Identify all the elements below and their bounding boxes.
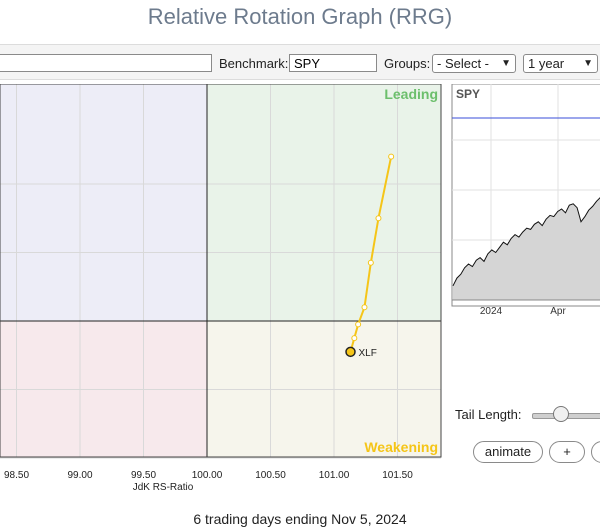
series-trail: XLF — [345, 153, 395, 359]
period-select[interactable]: 1 year ▼ — [523, 54, 598, 73]
series-point[interactable] — [375, 215, 382, 222]
rrg-chart[interactable]: Leading Weakening 98.50 99.00 99.50 100.00 1… — [0, 84, 600, 494]
symbol-input[interactable] — [0, 54, 212, 72]
series-label: XLF — [359, 348, 377, 359]
x-tick-label: 99.50 — [131, 470, 156, 481]
page-title: Relative Rotation Graph (RRG) — [147, 4, 453, 29]
chevron-down-icon: ▼ — [501, 58, 511, 69]
thumbnail-price-line — [452, 197, 600, 287]
x-tick-label: 100.50 — [255, 470, 286, 481]
series-point[interactable] — [361, 304, 368, 311]
quadrant-label-weakening: Weakening — [364, 439, 438, 455]
groups-select-value: - Select - — [437, 56, 490, 71]
thumbnail-x-label-apr: Apr — [550, 306, 566, 317]
series-point[interactable] — [367, 259, 374, 266]
tail-length-label: Tail Length: — [455, 407, 522, 422]
footer-caption: 6 trading days ending Nov 5, 2024 — [193, 511, 407, 527]
thumbnail-price-area — [453, 197, 600, 300]
chevron-down-icon: ▼ — [583, 58, 593, 69]
toolbar: Benchmark: SPY Groups: - Select - ▼ 1 ye… — [0, 44, 600, 80]
tail-length-slider-handle[interactable] — [553, 406, 569, 422]
animate-button[interactable]: animate — [473, 441, 543, 463]
x-axis-ticks: 98.50 99.00 99.50 100.00 100.50 101.00 101.50 — [4, 470, 413, 481]
quadrant-label-leading: Leading — [384, 86, 438, 102]
series-point[interactable] — [388, 153, 395, 160]
plot-border — [0, 84, 442, 458]
plus-button[interactable]: + — [549, 441, 585, 463]
quadrant-improving — [0, 84, 207, 321]
series-point[interactable] — [355, 321, 362, 328]
x-tick-label: 100.00 — [192, 470, 223, 481]
groups-select[interactable]: - Select - ▼ — [432, 54, 516, 73]
x-tick-label: 101.50 — [382, 470, 413, 481]
groups-label: Groups: — [384, 56, 431, 71]
x-tick-label: 101.00 — [319, 470, 350, 481]
thumbnail-x-label-2024: 2024 — [480, 306, 503, 317]
thumbnail-symbol: SPY — [456, 87, 480, 101]
x-tick-label: 99.00 — [67, 470, 92, 481]
x-tick-label: 98.50 — [4, 470, 29, 481]
benchmark-label: Benchmark: — [219, 56, 289, 71]
benchmark-input[interactable]: SPY — [289, 54, 377, 72]
quadrant-leading — [207, 84, 441, 321]
series-point[interactable] — [351, 335, 358, 342]
period-select-value: 1 year — [528, 56, 565, 71]
series-head-point[interactable] — [345, 346, 356, 358]
x-axis-label: JdK RS-Ratio — [133, 482, 194, 493]
